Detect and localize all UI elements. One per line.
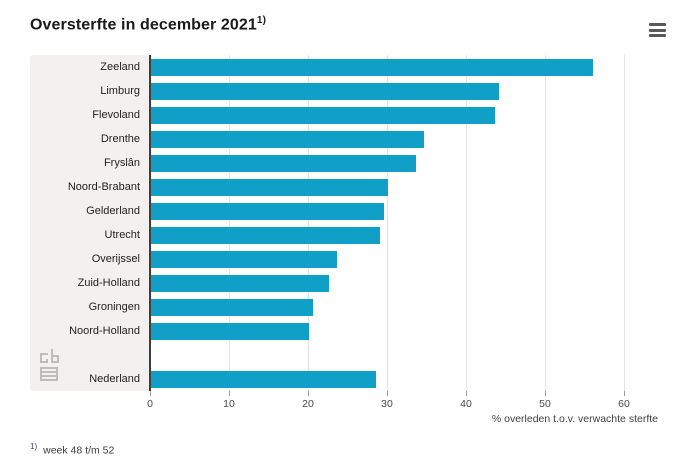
- page-title: Oversterfte in december 20211): [30, 15, 266, 34]
- category-label: Utrecht: [104, 229, 140, 241]
- category-label: Nederland: [89, 373, 140, 385]
- category-label: Fryslân: [103, 157, 140, 169]
- menu-bar: [649, 34, 666, 37]
- bar-zeeland[interactable]: [151, 58, 594, 76]
- gridline: [228, 55, 230, 391]
- x-axis-tick: [307, 391, 309, 396]
- x-axis-tick: [387, 391, 388, 396]
- x-axis-tick-label: 50: [539, 398, 551, 410]
- bar-utrecht[interactable]: [151, 226, 381, 244]
- x-axis-tick-label: 10: [223, 398, 235, 410]
- footnote-marker: 1): [30, 442, 38, 451]
- bar-zuid-holland[interactable]: [151, 274, 329, 292]
- title-text: Oversterfte in december 2021: [30, 16, 257, 34]
- category-label: Zuid-Holland: [77, 277, 140, 289]
- gridline: [465, 55, 467, 391]
- x-axis-tick-label: 0: [147, 398, 153, 410]
- x-axis-label: % overleden t.o.v. verwachte sterfte: [491, 413, 658, 425]
- bar-drenthe[interactable]: [151, 130, 424, 148]
- bar-nederland[interactable]: [151, 370, 377, 388]
- x-axis-tick: [228, 391, 230, 396]
- x-axis-tick: [624, 391, 625, 396]
- x-axis: 0 10 20 30 40 50 60: [147, 391, 630, 415]
- x-axis-tick-label: 40: [460, 398, 472, 410]
- category-label: Gelderland: [86, 205, 140, 217]
- category-label: Zeeland: [100, 61, 140, 73]
- title-footnote-marker: 1): [256, 15, 267, 26]
- x-axis-tick-label: 20: [302, 398, 314, 410]
- bar-frysl-n[interactable]: [151, 154, 416, 172]
- cbs-logo: [40, 349, 59, 381]
- gridline: [624, 55, 625, 391]
- plot-area: [149, 55, 625, 391]
- gridline: [387, 55, 388, 391]
- x-axis-tick: [545, 391, 546, 396]
- bar-limburg[interactable]: [151, 82, 499, 100]
- footnote-text: week 48 t/m 52: [43, 444, 115, 457]
- y-axis-line: [149, 55, 151, 391]
- bar-flevoland[interactable]: [151, 106, 495, 124]
- bar-noord-brabant[interactable]: [151, 178, 388, 196]
- category-label-panel: Zeeland Limburg Flevoland Drenthe Fryslân Noo…: [30, 55, 150, 391]
- category-label: Drenthe: [100, 133, 140, 145]
- hamburger-menu-icon[interactable]: [649, 23, 666, 37]
- category-label: Noord-Holland: [69, 325, 140, 337]
- category-label: Noord-Brabant: [67, 181, 140, 193]
- bar-groningen[interactable]: [151, 298, 313, 316]
- category-label: Groningen: [88, 301, 140, 313]
- gridline: [307, 55, 309, 391]
- x-axis-tick-label: 30: [381, 398, 393, 410]
- category-label: Flevoland: [92, 109, 140, 121]
- gridline: [545, 55, 546, 391]
- x-axis-tick: [150, 391, 151, 396]
- menu-bar: [649, 23, 666, 26]
- menu-bar: [649, 28, 666, 32]
- category-label: Limburg: [100, 85, 140, 97]
- bar-gelderland[interactable]: [151, 202, 385, 220]
- bar-noord-holland[interactable]: [151, 322, 309, 340]
- x-axis-tick: [465, 391, 467, 396]
- category-label: Overijssel: [91, 253, 140, 265]
- footnote: 1) week 48 t/m 52: [30, 442, 114, 457]
- bar-overijssel[interactable]: [151, 250, 337, 268]
- x-axis-tick-label: 60: [618, 398, 630, 410]
